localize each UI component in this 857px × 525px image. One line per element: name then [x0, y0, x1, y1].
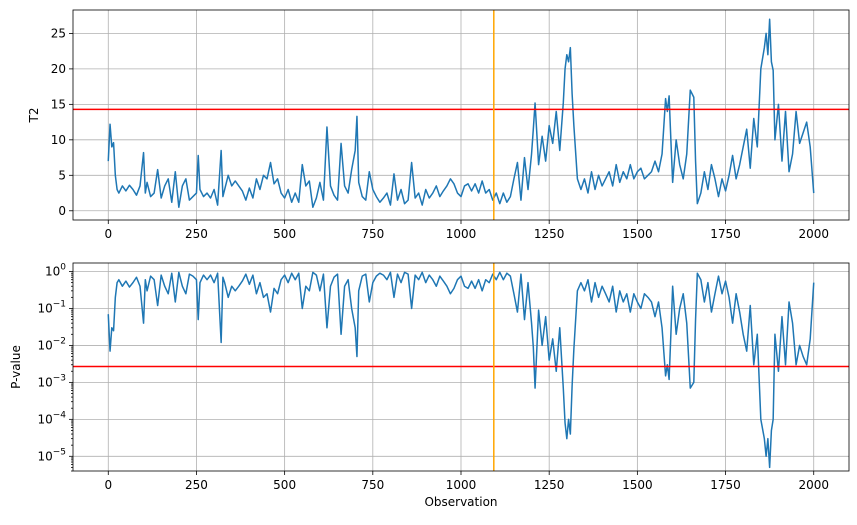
- pval-y-tick-label: 10−1: [37, 299, 66, 315]
- t2-x-tick-label: 0: [104, 227, 112, 241]
- pval-x-tick-label: 250: [185, 478, 208, 492]
- t2-y-axis-label: T2: [27, 108, 41, 124]
- t2-x-tick-label: 250: [185, 227, 208, 241]
- t2-y-tick-label: 10: [51, 133, 66, 147]
- pval-x-tick-label: 1000: [446, 478, 477, 492]
- t2-x-tick-label: 750: [361, 227, 384, 241]
- t2-y-tick-label: 20: [51, 62, 66, 76]
- t2-y-tick-label: 25: [51, 26, 66, 40]
- t2-y-tick-label: 15: [51, 97, 66, 111]
- t2-x-tick-label: 1500: [622, 227, 653, 241]
- pval-y-tick-label: 100: [45, 263, 66, 279]
- t2-series-line: [107, 18, 815, 208]
- pval-y-tick-label: 10−3: [37, 373, 66, 389]
- pval-x-tick-label: 1750: [710, 478, 741, 492]
- t2-y-tick-label: 5: [58, 168, 66, 182]
- pval-y-tick-label: 10−4: [37, 410, 66, 426]
- t2-panel: 0 250 500 750 1000 1250 1500 1750 2000 0 5 10 15 20 25…: [27, 9, 850, 241]
- pval-y-axis-label: P-value: [9, 345, 23, 389]
- pval-x-tick-label: 500: [273, 478, 296, 492]
- t2-x-tick-label: 500: [273, 227, 296, 241]
- t2-y-tick-label: 0: [58, 204, 66, 218]
- t2-x-tick-label: 1750: [710, 227, 741, 241]
- pval-series-line: [107, 271, 815, 469]
- pval-y-tick-label: 10−5: [37, 447, 66, 463]
- pval-x-tick-label: 750: [361, 478, 384, 492]
- pval-x-tick-label: 1500: [622, 478, 653, 492]
- pval-y-tick-label: 10−2: [37, 336, 66, 352]
- pval-x-axis-label: Observation: [424, 495, 497, 509]
- t2-x-tick-label: 1250: [534, 227, 565, 241]
- pval-x-tick-label: 2000: [798, 478, 829, 492]
- pval-x-tick-label: 1250: [534, 478, 565, 492]
- p-value-panel: 0 250 500 750 1000 1250 1500 1750 2000 10−5 10−4 10…: [9, 263, 850, 509]
- pval-x-tick-label: 0: [104, 478, 112, 492]
- t2-x-tick-label: 1000: [446, 227, 477, 241]
- t2-x-tick-label: 2000: [798, 227, 829, 241]
